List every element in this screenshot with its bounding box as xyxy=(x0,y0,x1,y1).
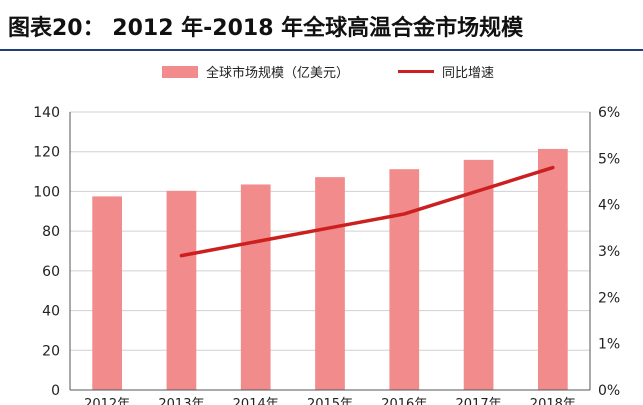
legend-swatch-bar xyxy=(162,65,198,78)
chart-legend: 全球市场规模（亿美元） 同比增速 xyxy=(0,62,643,86)
bar xyxy=(315,177,345,390)
x-tick-label: 2018年 xyxy=(530,397,576,405)
legend-item-line: 同比增速 xyxy=(398,62,494,81)
bar xyxy=(92,196,122,390)
y-left-tick-label: 80 xyxy=(42,224,60,240)
y-right-tick-label: 1% xyxy=(598,337,620,353)
y-left-tick-label: 140 xyxy=(33,105,60,121)
bar xyxy=(389,169,420,390)
bar xyxy=(538,148,568,390)
title-divider xyxy=(0,49,643,51)
y-left-tick-label: 40 xyxy=(42,304,60,320)
y-left-tick-label: 0 xyxy=(51,383,60,399)
y-left-tick-label: 20 xyxy=(42,343,60,359)
legend-label-line: 同比增速 xyxy=(442,66,495,81)
x-tick-label: 2017年 xyxy=(456,397,502,405)
x-tick-label: 2016年 xyxy=(381,397,427,405)
legend-label-bar: 全球市场规模（亿美元） xyxy=(206,66,350,81)
growth-line xyxy=(179,165,555,258)
y-right-tick-label: 0% xyxy=(598,383,620,399)
bar xyxy=(240,184,271,390)
x-tick-label: 2012年 xyxy=(84,397,130,405)
y-right-tick-label: 3% xyxy=(598,244,620,260)
y-right-tick-label: 2% xyxy=(598,290,620,306)
y-left-tick-label: 120 xyxy=(33,145,60,161)
chart-canvas: 0 20 40 60 80 100 120 140 0% 1% 2% 3% 4% 5% 6% 2012年 201… xyxy=(33,105,620,405)
page-title: 图表20： 2012 年-2018 年全球高温合金市场规模 xyxy=(8,16,524,41)
y-right-tick-label: 4% xyxy=(598,198,620,214)
legend-swatch-line xyxy=(398,70,434,73)
x-tick-label: 2014年 xyxy=(233,397,279,405)
bar xyxy=(166,190,197,390)
y-left-tick-label: 60 xyxy=(42,264,60,280)
y-right-tick-label: 5% xyxy=(598,151,620,167)
y-right-tick-label: 6% xyxy=(598,105,620,121)
header: 图表20： 2012 年-2018 年全球高温合金市场规模 xyxy=(0,0,643,51)
bar xyxy=(463,159,494,390)
x-tick-label: 2015年 xyxy=(307,397,353,405)
legend-item-bar: 全球市场规模（亿美元） xyxy=(162,62,349,81)
y-left-tick-label: 100 xyxy=(33,184,60,200)
x-tick-label: 2013年 xyxy=(158,397,204,405)
